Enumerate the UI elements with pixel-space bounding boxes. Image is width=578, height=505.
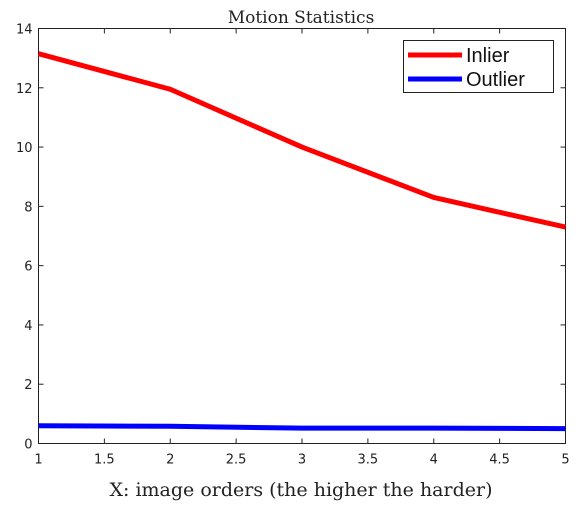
y-tick-label: 8 — [24, 200, 32, 215]
x-tick-label: 1 — [34, 453, 42, 468]
y-tick-label: 12 — [16, 82, 33, 97]
y-tick-label: 10 — [16, 141, 33, 156]
legend-label-outlier: Outlier — [466, 69, 525, 91]
series-group — [37, 51, 567, 432]
y-tick-label: 14 — [16, 23, 33, 38]
chart-title: Motion Statistics — [228, 8, 375, 28]
x-tick-label: 4.5 — [489, 453, 510, 468]
y-tick-label: 6 — [24, 260, 32, 275]
x-axis-label: X: image orders (the higher the harder) — [110, 479, 493, 501]
y-tick-label: 2 — [24, 378, 32, 393]
series-line-outlier — [38, 423, 566, 432]
x-tick-label: 2.5 — [226, 453, 247, 468]
x-tick-label: 4 — [430, 453, 438, 468]
x-tick-label: 3.5 — [358, 453, 379, 468]
legend-box — [403, 40, 554, 93]
x-tick-label: 2 — [166, 453, 174, 468]
y-tick-label: 4 — [24, 319, 32, 334]
x-tick-label: 1.5 — [94, 453, 115, 468]
x-tick-label: 3 — [298, 453, 306, 468]
y-axis: 0 2 4 6 8 10 12 14 — [16, 23, 566, 453]
y-tick-label: 0 — [24, 438, 32, 453]
legend-label-inlier: Inlier — [466, 45, 510, 67]
x-tick-label: 5 — [561, 453, 569, 468]
x-axis: 1 1.5 2 2.5 3 3.5 4 4.5 5 — [34, 28, 570, 468]
series-line-inlier — [37, 51, 567, 230]
